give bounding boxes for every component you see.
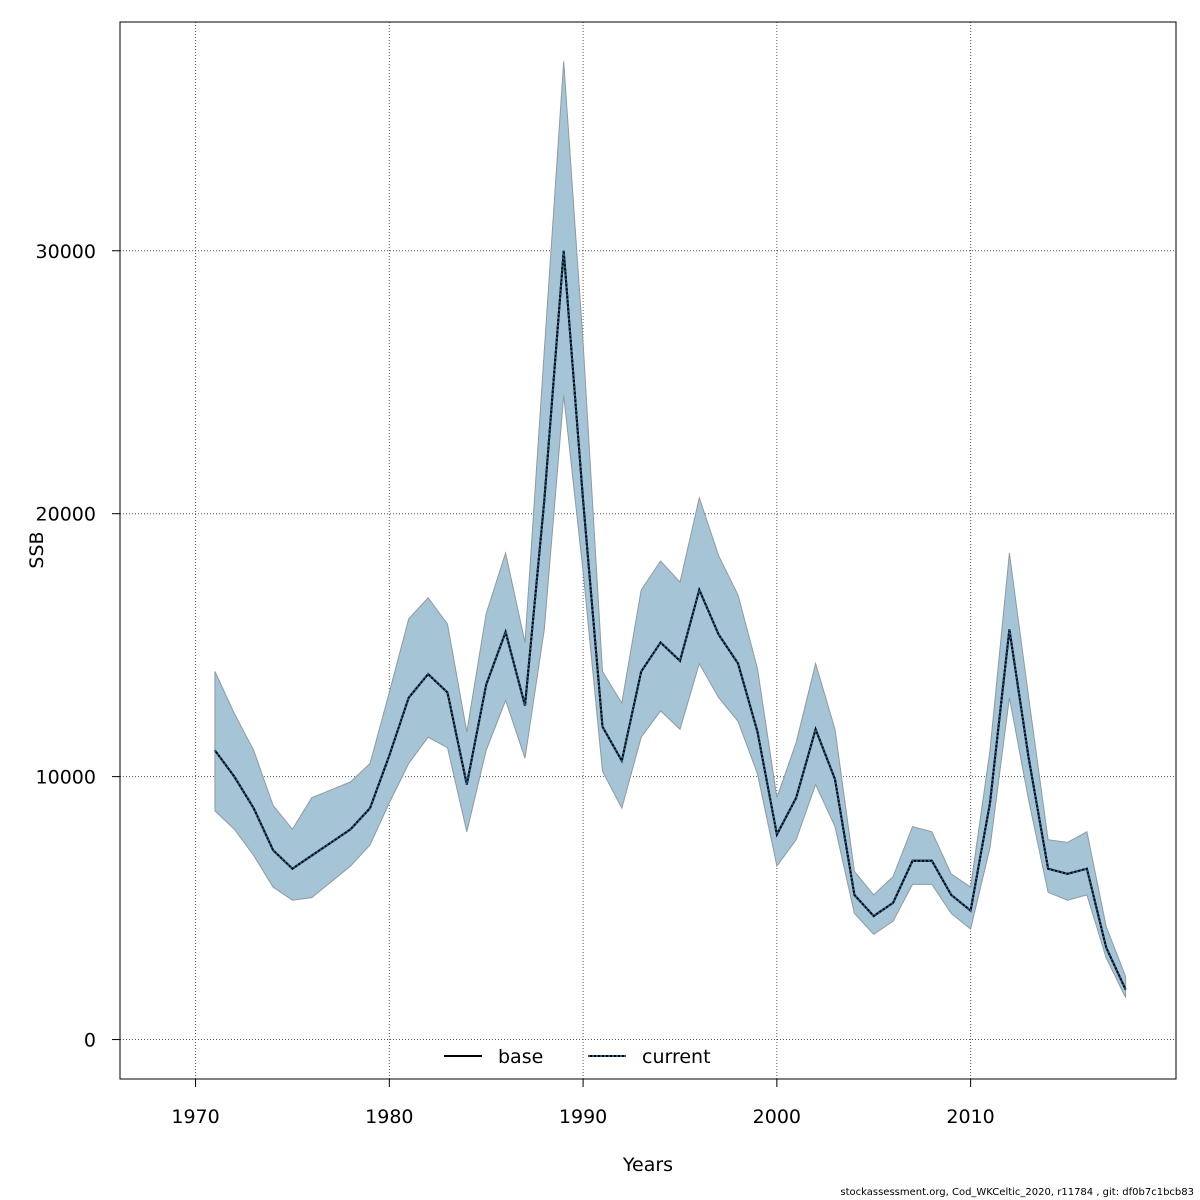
legend-label-base: base	[498, 1046, 543, 1068]
x-tick-label: 2010	[946, 1106, 994, 1128]
y-tick-label: 10000	[36, 767, 96, 789]
x-tick-label: 1970	[171, 1106, 219, 1128]
x-axis: 1970 1980 1990 2000 2010	[171, 1078, 995, 1128]
x-tick-label: 1990	[559, 1106, 607, 1128]
y-axis-title: SSB	[26, 531, 48, 568]
series-lines	[214, 250, 1127, 991]
legend-label-current: current	[642, 1046, 711, 1068]
legend: base current	[444, 1046, 711, 1068]
x-tick-label: 1980	[365, 1106, 413, 1128]
x-axis-title: Years	[622, 1154, 673, 1176]
confidence-band	[214, 61, 1127, 998]
footer-credit: stockassessment.org, Cod_WKCeltic_2020, …	[840, 1187, 1194, 1198]
x-tick-label: 2000	[753, 1106, 801, 1128]
y-axis: 0 10000 20000 30000	[36, 241, 121, 1052]
y-tick-label: 20000	[36, 504, 96, 526]
y-tick-label: 0	[84, 1030, 96, 1052]
y-tick-label: 30000	[36, 241, 96, 263]
grid-lines	[120, 22, 1176, 1079]
confidence-band-layer	[214, 61, 1127, 998]
series-line-current	[214, 250, 1127, 991]
plot-frame	[119, 21, 1177, 1080]
